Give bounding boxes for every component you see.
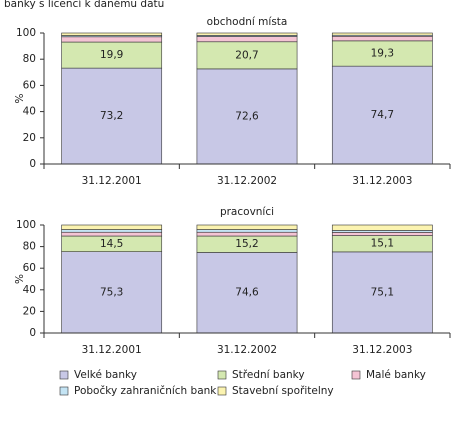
y-tick-label: 100 — [16, 219, 36, 231]
y-axis-label: % — [14, 274, 26, 284]
y-axis-label: % — [14, 93, 26, 103]
legend-swatch — [59, 370, 69, 380]
value-label: 75,1 — [371, 286, 394, 298]
y-tick-label: 0 — [29, 327, 36, 339]
value-label: 72,6 — [235, 110, 259, 122]
bar-segment — [61, 41, 163, 69]
y-tick-label: 100 — [16, 27, 36, 39]
bar-segment — [61, 32, 163, 36]
y-tick-label: 20 — [23, 305, 36, 317]
bar-segment — [331, 232, 433, 236]
x-tick-label: 31.12.2002 — [217, 344, 277, 356]
legend-swatch — [217, 370, 227, 380]
y-tick-label: 60 — [23, 262, 36, 274]
legend-label: Malé banky — [366, 369, 426, 381]
legend-label: Pobočky zahraničních bank — [74, 385, 217, 397]
value-label: 15,2 — [235, 238, 258, 250]
legend-label: Střední banky — [232, 369, 305, 381]
bar-segment — [61, 224, 163, 230]
bar-segment — [331, 251, 433, 334]
value-label: 20,7 — [235, 49, 258, 61]
value-label: 73,2 — [100, 110, 123, 122]
bar-segment — [61, 36, 163, 43]
y-tick-label: 80 — [23, 53, 36, 65]
x-tick-label: 31.12.2003 — [352, 344, 412, 356]
value-label: 19,9 — [100, 49, 123, 61]
page-title: banky s licencí k danému datu — [4, 0, 164, 10]
panel-title: obchodní místa — [207, 16, 288, 28]
bar-segment — [61, 251, 163, 334]
y-tick-label: 80 — [23, 241, 36, 253]
y-tick-label: 20 — [23, 132, 36, 144]
panel-title: pracovníci — [220, 206, 274, 218]
x-tick-label: 31.12.2003 — [352, 175, 412, 187]
bar-segment — [196, 36, 298, 43]
bar-segment — [331, 224, 433, 231]
bar-segment — [331, 40, 433, 67]
bar-segment — [196, 68, 298, 165]
bar-segment — [61, 231, 163, 237]
value-label: 74,7 — [371, 109, 394, 121]
x-tick-label: 31.12.2001 — [82, 175, 142, 187]
y-tick-label: 40 — [23, 106, 36, 118]
bar-segment — [196, 32, 298, 36]
value-label: 14,5 — [100, 238, 123, 250]
value-label: 74,6 — [235, 287, 259, 299]
y-tick-label: 40 — [23, 284, 36, 296]
legend-swatch — [59, 386, 69, 396]
legend-label: Velké banky — [74, 369, 137, 381]
y-tick-label: 0 — [29, 158, 36, 170]
bar-segment — [61, 229, 163, 233]
value-label: 15,1 — [371, 238, 394, 250]
value-label: 19,3 — [371, 48, 394, 60]
legend-swatch — [217, 386, 227, 396]
bar-segment — [196, 231, 298, 237]
x-tick-label: 31.12.2001 — [82, 344, 142, 356]
value-label: 75,3 — [100, 286, 123, 298]
legend-label: Stavební spořitelny — [232, 385, 334, 397]
bar-segment — [331, 35, 433, 42]
bar-segment — [196, 224, 298, 230]
x-tick-label: 31.12.2002 — [217, 175, 277, 187]
legend-swatch — [351, 370, 361, 380]
y-tick-label: 60 — [23, 79, 36, 91]
bar-segment — [331, 32, 433, 36]
bar-segment — [196, 229, 298, 233]
